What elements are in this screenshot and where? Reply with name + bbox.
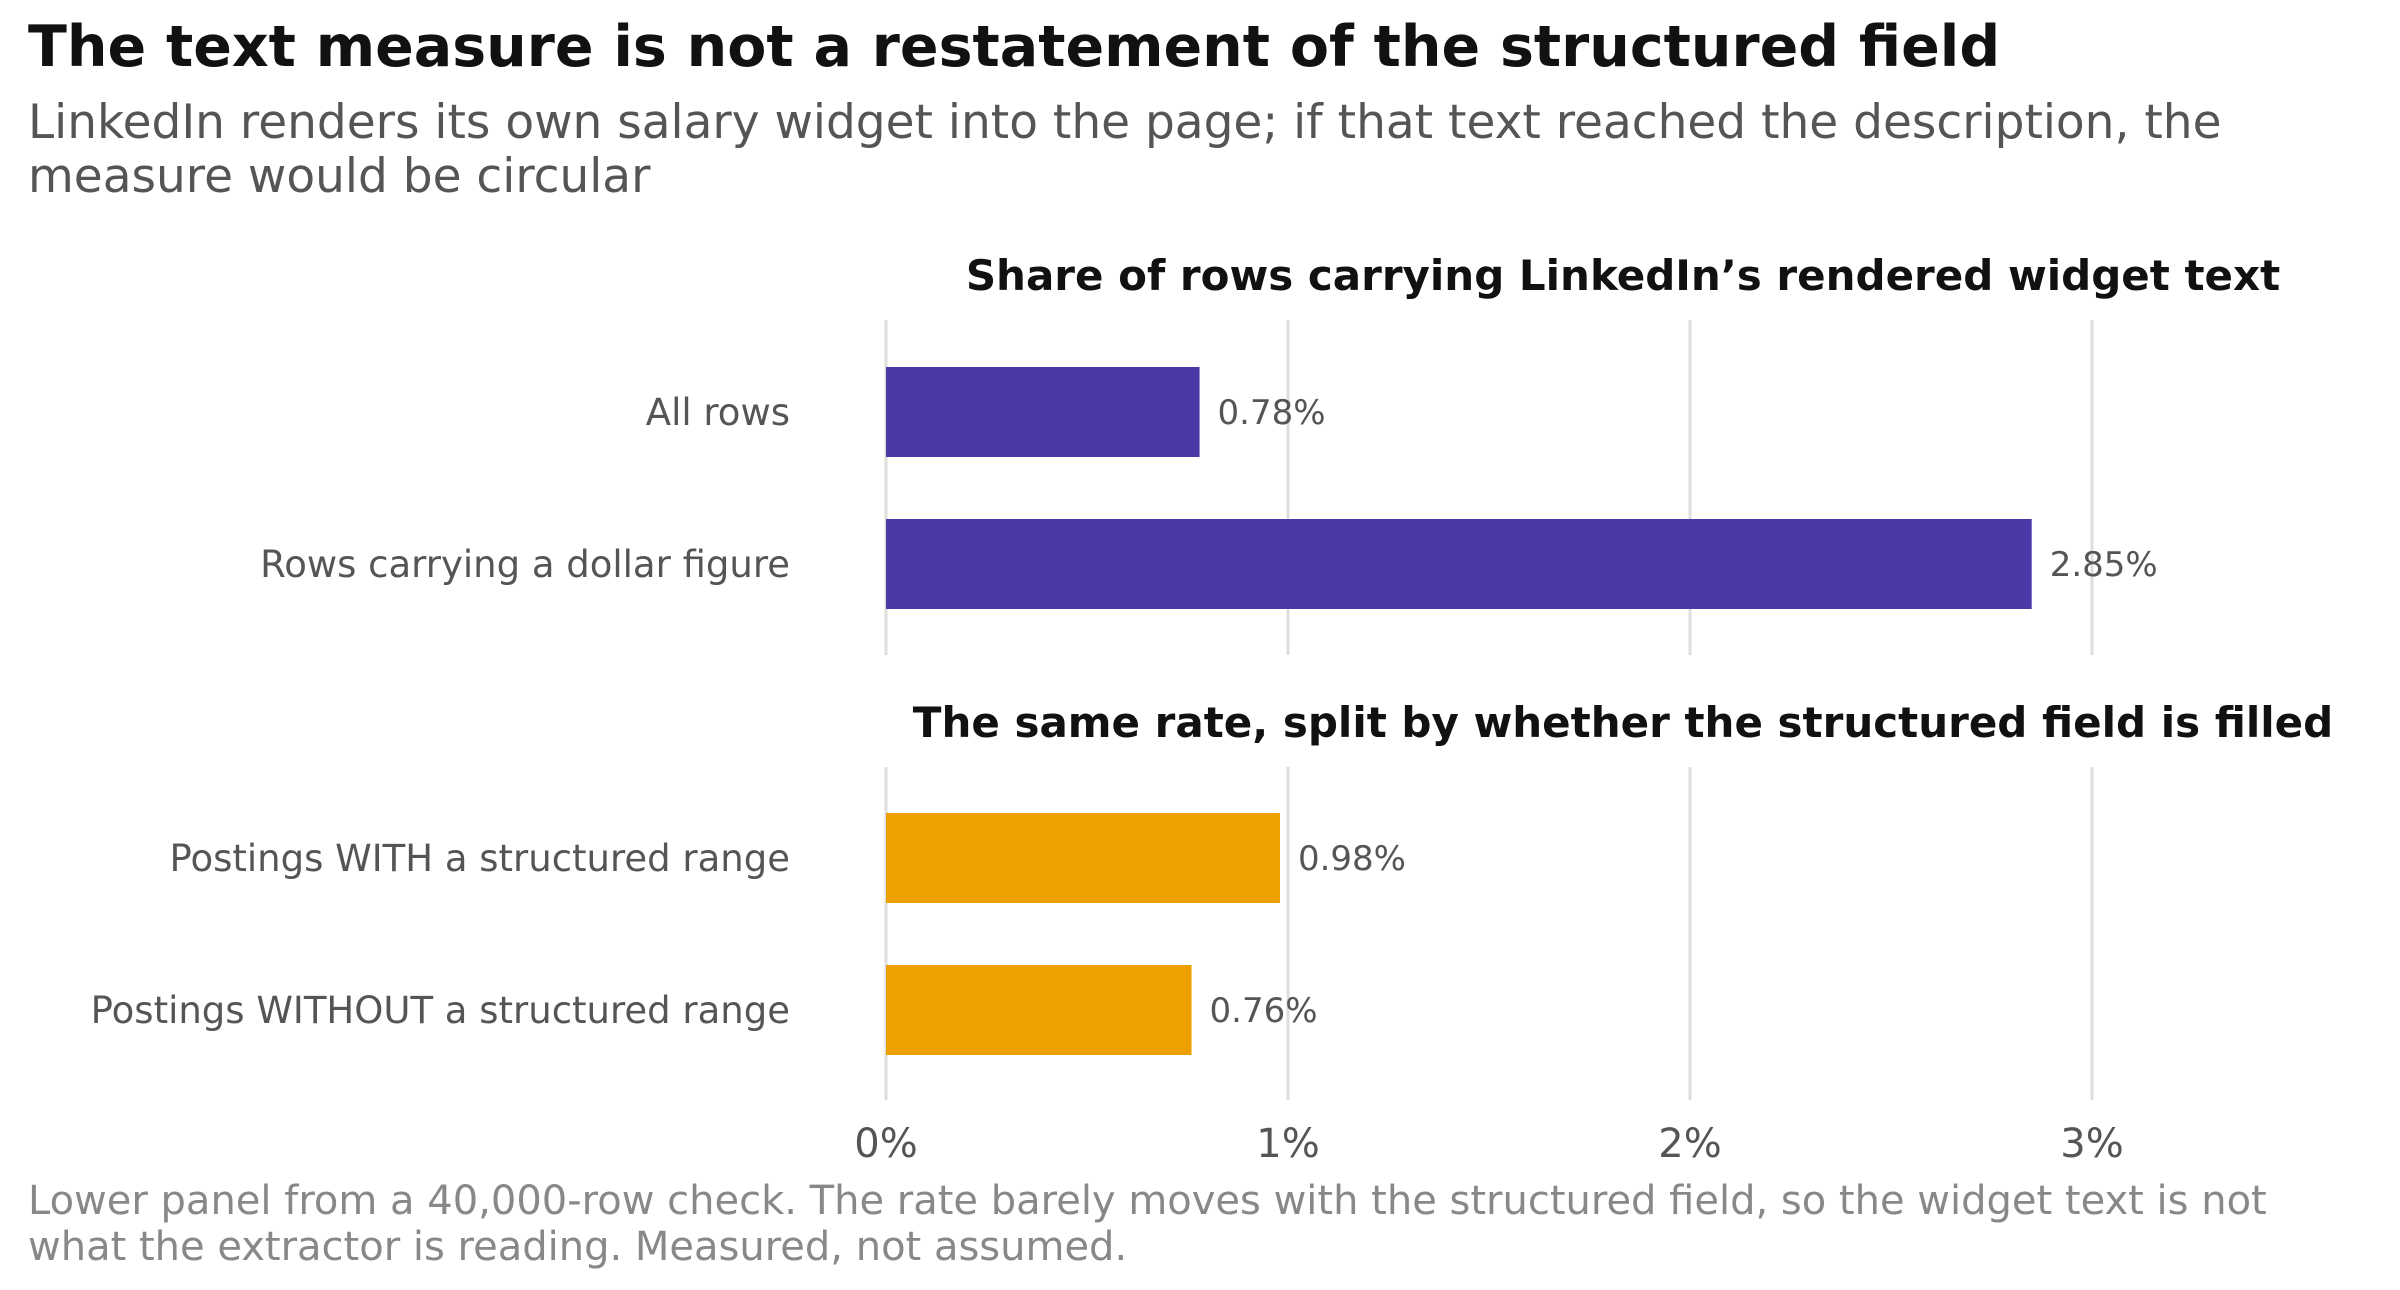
x-tick-label-1: 1% (1256, 1121, 1319, 1167)
x-tick-label-0: 0% (854, 1121, 917, 1167)
bar-1-2 (886, 519, 2032, 609)
category-label-2-2: Postings WITHOUT a structured range (91, 989, 790, 1032)
data-label-1-2: 2.85% (2050, 545, 2158, 585)
chart-caption: Lower panel from a 40,000-row check. The… (28, 1178, 2267, 1270)
chart-title: The text measure is not a restatement of… (28, 14, 2001, 80)
x-tick-label-3: 3% (2060, 1121, 2123, 1167)
bar-1-1 (886, 367, 1200, 457)
panel-1-title: Share of rows carrying LinkedIn’s render… (966, 251, 2280, 300)
data-label-2-2: 0.76% (1210, 991, 1318, 1031)
data-label-1-1: 0.78% (1218, 393, 1326, 433)
data-label-2-1: 0.98% (1298, 839, 1406, 879)
category-label-1-1: All rows (646, 391, 790, 434)
chart-subtitle: LinkedIn renders its own salary widget i… (28, 95, 2222, 204)
x-tick-label-2: 2% (1658, 1121, 1721, 1167)
category-label-1-2: Rows carrying a dollar figure (260, 543, 790, 586)
bar-2-2 (886, 965, 1192, 1055)
bar-2-1 (886, 813, 1280, 903)
panel-2-title: The same rate, split by whether the stru… (913, 698, 2333, 747)
category-label-2-1: Postings WITH a structured range (169, 837, 790, 880)
